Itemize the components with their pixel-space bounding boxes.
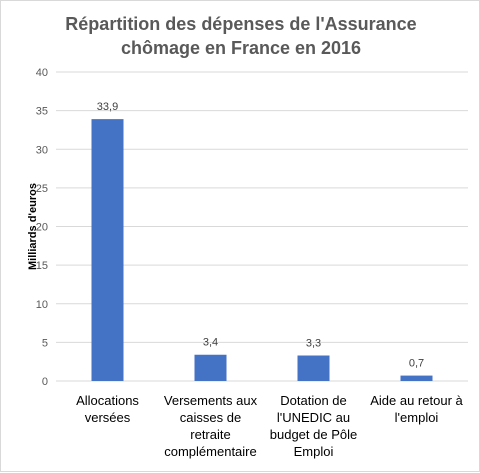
y-tick-label: 0 <box>42 376 48 388</box>
bars <box>91 119 433 381</box>
y-tick-label: 15 <box>36 260 48 272</box>
data-label: 3,4 <box>203 337 218 349</box>
bar <box>194 354 227 381</box>
gridlines <box>56 71 468 382</box>
y-tick-label: 20 <box>36 222 48 234</box>
x-category-label: caisses de <box>180 410 241 425</box>
x-category-label: l'emploi <box>395 410 439 425</box>
chart-title-line: chômage en France en 2016 <box>121 38 361 58</box>
x-category-label: complémentaire <box>164 444 257 459</box>
chart-title: Répartition des dépenses de l'Assurance c… <box>65 14 416 58</box>
y-tick-label: 5 <box>42 337 48 349</box>
bar <box>400 375 433 381</box>
x-axis-categories: Allocations versées Versements aux caisses … <box>76 393 463 459</box>
x-category-label: Dotation de <box>280 393 347 408</box>
data-label: 33,9 <box>97 101 118 113</box>
y-tick-label: 35 <box>36 106 48 118</box>
x-category-label: versées <box>85 410 131 425</box>
y-axis-ticks: 0 5 10 15 20 25 30 35 40 <box>36 67 48 388</box>
x-category-label: retraite <box>190 427 230 442</box>
data-label: 0,7 <box>409 358 424 370</box>
y-tick-label: 25 <box>36 183 48 195</box>
bar <box>297 355 330 381</box>
data-label: 3,3 <box>306 338 321 350</box>
x-category-label: Allocations <box>76 393 139 408</box>
chart-title-line: Répartition des dépenses de l'Assurance <box>65 14 416 34</box>
y-tick-label: 30 <box>36 144 48 156</box>
x-category-label: l'UNEDIC au <box>277 410 350 425</box>
x-category-label: Emploi <box>294 444 334 459</box>
y-axis-label-group: Milliards d'euros <box>27 183 39 270</box>
data-labels: 33,9 3,4 3,3 0,7 <box>97 101 424 369</box>
bar <box>91 119 124 381</box>
y-axis-label: Milliards d'euros <box>27 183 39 270</box>
x-category-label: budget de Pôle <box>270 427 357 442</box>
x-category-label: Versements aux <box>164 393 258 408</box>
y-tick-label: 40 <box>36 67 48 79</box>
x-category-label: Aide au retour à <box>370 393 463 408</box>
y-tick-label: 10 <box>36 299 48 311</box>
